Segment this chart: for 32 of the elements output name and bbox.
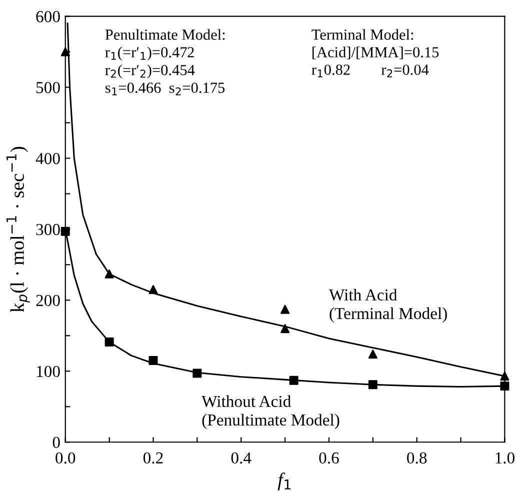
point <box>289 376 298 385</box>
series-label: Without Acid (Penultimate Model) <box>202 395 340 429</box>
y-tick-label: 300 <box>36 224 60 236</box>
y-tick-label: 400 <box>36 152 60 164</box>
point <box>500 382 510 391</box>
point <box>280 324 290 334</box>
series-label: With Acid (Terminal Model) <box>328 288 447 323</box>
point <box>148 285 158 294</box>
y-tick-label: 100 <box>36 366 60 378</box>
x-tick-label: 0.8 <box>407 452 427 464</box>
text: Penultimate Model: r$_{1}$(=r′$_{1}$)=0.472 r$_{2}$(=r′$_{2}$)=0.454 s$_{1}$=0.466 s$_{2}$=0.175 <box>105 29 225 96</box>
y-tick-label: 0 <box>52 436 60 448</box>
point <box>368 350 378 359</box>
point <box>104 269 114 278</box>
y-tick-label: 200 <box>36 294 60 306</box>
x-tick-label: 1.0 <box>496 452 514 464</box>
point <box>192 368 202 378</box>
y-tick-label: 500 <box>36 82 60 94</box>
point <box>148 356 158 366</box>
point <box>104 338 114 347</box>
x-tick-label: 0.4 <box>231 452 252 464</box>
y-tick-label: 600 <box>36 11 60 22</box>
point <box>368 380 378 390</box>
point <box>280 304 290 314</box>
x-tick-label: 0.6 <box>319 452 339 464</box>
x-tick-label: 0.0 <box>56 452 76 464</box>
point <box>500 372 510 381</box>
x-tick-label: 0.2 <box>143 452 163 464</box>
annotation: Terminal Model: [Acid]/[MMA]=0.15 r$_{1}$0.82 r$_{2}$=0.04 <box>312 29 439 78</box>
y-axis-title: k$_{p}$(l · mol$^{−1}$ · sec$^{−1}$) <box>6 146 30 312</box>
point <box>60 47 70 56</box>
x-axis-title: f$_{1}$ <box>278 472 291 490</box>
